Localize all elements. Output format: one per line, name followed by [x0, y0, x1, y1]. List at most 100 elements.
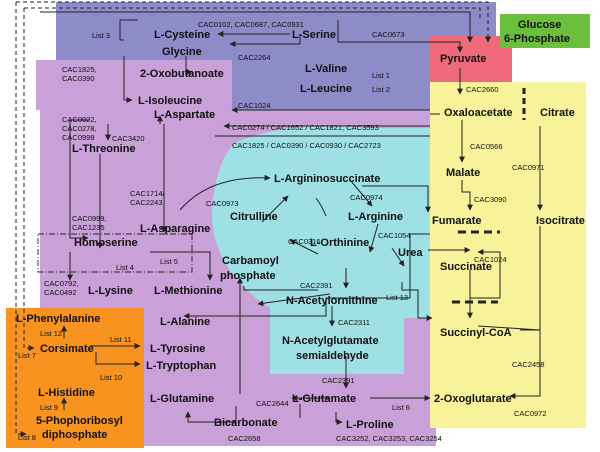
enzyme-label: CAC2660: [466, 85, 499, 94]
enzyme-label: CAC2458: [512, 360, 545, 369]
tyrosine-label: L-Tyrosine: [150, 343, 205, 355]
pink-left-region: [36, 60, 232, 110]
citrulline-label: Citrulline: [230, 211, 278, 223]
oxaloacetate-label: Oxaloacetate: [444, 107, 512, 119]
enzyme-label: CAC0998: [62, 133, 95, 142]
glucose-label-line2: 6-Phosphate: [504, 33, 570, 45]
histidine-label: L-Histidine: [38, 387, 95, 399]
enzyme-label: CAC0102, CAC0687, CAC0931: [198, 20, 304, 29]
isocitrate-label: Isocitrate: [536, 215, 585, 227]
list-1-label: List 1: [372, 71, 390, 80]
pathway-lines: [15, 1, 543, 437]
glycine-label: Glycine: [162, 46, 202, 58]
list-11-label: List 11: [110, 335, 132, 344]
enzyme-label: CAC0792,: [44, 279, 79, 288]
enzyme-label: CAC0492: [44, 288, 77, 297]
cysteine-label: L-Cysteine: [154, 29, 210, 41]
enzyme-label: CAC0972: [514, 409, 547, 418]
list-6-label: List 6: [392, 403, 410, 412]
ornithine-label: L-Orthinine: [310, 237, 369, 249]
enzyme-label: CAC0973: [206, 199, 239, 208]
list-10-label: List 10: [100, 373, 122, 382]
enzyme-label: CAC1024: [474, 255, 507, 264]
asparagine-label: L-Asparagine: [140, 223, 210, 235]
orange-region: [6, 308, 144, 448]
list-3-label: List 3: [92, 31, 110, 40]
enzyme-label: CAC1825 / CAC0390 / CAC0930 / CAC2723: [232, 141, 381, 150]
pyruvate-region: [430, 36, 512, 82]
list-8-label: List 8: [18, 433, 36, 442]
enzyme-label: CAC0971: [512, 163, 545, 172]
succinylcoa-label: Succinyl-CoA: [440, 327, 512, 339]
acetylglutamate-label: N-Acetylglutamate: [282, 335, 379, 347]
list-labels: List 1 List 2 List 3 List 4 List 5 List …: [18, 31, 410, 442]
enzyme-label: CAC0390: [62, 74, 95, 83]
enzyme-label: CAC2644: [256, 399, 289, 408]
enzyme-label: CAC1714/: [130, 189, 166, 198]
enzyme-label: CAC1054: [378, 231, 411, 240]
list-9-label: List 9: [40, 403, 58, 412]
bicarbonate-label: Bicarbonate: [214, 417, 278, 429]
oxobutanoate-label: 2-Oxobutanoate: [140, 68, 224, 80]
enzyme-label: CAC2391: [300, 281, 333, 290]
glutamine-label: L-Glutamine: [150, 393, 214, 405]
cyan-region: [211, 125, 430, 374]
acetylglutamate-label-line2: semialdehyde: [296, 350, 369, 362]
proline-label: L-Proline: [346, 419, 394, 431]
enzyme-label: CAC3090: [474, 195, 507, 204]
oxoglutarate-label: 2-Oxoglutarate: [434, 393, 512, 405]
carbamoyl-label-line2: phosphate: [220, 270, 276, 282]
methionine-label: L-Methionine: [154, 285, 222, 297]
argininosuccinate-label: L-Argininosuccinate: [274, 173, 380, 185]
enzyme-label: CAC0673: [372, 30, 405, 39]
urea-label: Urea: [398, 247, 423, 259]
acetylornithine-label: N-Acetylornithine: [286, 295, 378, 307]
arginine-label: L-Arginine: [348, 211, 403, 223]
enzyme-label: CAC3420: [112, 134, 145, 143]
list-7-label: List 7: [18, 351, 36, 360]
yellow-region: [430, 82, 586, 428]
enzyme-label: CAC1235: [72, 223, 105, 232]
list-13-label: List 13: [386, 293, 408, 302]
enzyme-label: CAC0274 / CAC1652 / CAC1821, CAC3593: [232, 123, 379, 132]
homoserine-label: Homoserine: [74, 237, 138, 249]
phenylalanine-label: L-Phenylalanine: [16, 313, 100, 325]
glucose-label: Glucose: [518, 19, 561, 31]
enzyme-label: CAC2658: [228, 434, 261, 443]
list-2-label: List 2: [372, 85, 390, 94]
enzyme-label: CAC0974: [350, 193, 383, 202]
alanine-label: L-Alanine: [160, 316, 210, 328]
enzyme-label: CAC3252, CAC3253, CAC3254: [336, 434, 442, 443]
enzyme-label: CAC2391: [322, 376, 355, 385]
enzyme-labels: CAC0102, CAC0687, CAC0931 CAC0673 CAC182…: [44, 20, 547, 443]
serine-label: L-Serine: [292, 29, 336, 41]
lysine-label: L-Lysine: [88, 285, 133, 297]
metabolite-labels: Glucose 6-Phosphate Pyruvate L-Cysteine …: [16, 19, 585, 441]
carbamoyl-label: Carbamoyl: [222, 255, 279, 267]
succinate-label: Succinate: [440, 261, 492, 273]
glutamate-label: L-Glutamate: [292, 393, 356, 405]
enzyme-label: CAC2264: [238, 53, 271, 62]
leucine-label: L-Leucine: [300, 83, 352, 95]
list-4-label: List 4: [116, 263, 134, 272]
enzyme-label: CAC2243: [130, 198, 163, 207]
fumarate-label: Fumarate: [432, 215, 482, 227]
enzyme-label: CAC0022,: [62, 115, 97, 124]
list-5-label: List 5: [160, 257, 178, 266]
enzyme-label: CAC2311: [338, 318, 370, 327]
aspartate-label: L-Aspartate: [154, 109, 215, 121]
threonine-label: L-Threonine: [72, 143, 136, 155]
isoleucine-label: L-Isoleucine: [138, 95, 202, 107]
citrate-label: Citrate: [540, 107, 575, 119]
enzyme-label: CAC1024: [238, 101, 271, 110]
valine-label: L-Valine: [305, 63, 347, 75]
enzyme-label: CAC0316: [288, 237, 321, 246]
prpp-label: 5-Phophoribosyl: [36, 415, 123, 427]
pyruvate-label: Pyruvate: [440, 53, 486, 65]
enzyme-label: CAC0566: [470, 142, 503, 151]
tryptophan-label: L-Tryptophan: [146, 360, 217, 372]
regions: [6, 2, 590, 448]
glucose-region: [500, 14, 590, 48]
prpp-label-line2: diphosphate: [42, 429, 107, 441]
